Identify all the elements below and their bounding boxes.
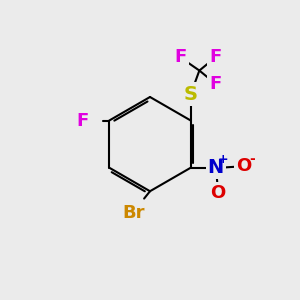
Text: S: S: [184, 85, 198, 104]
Text: Br: Br: [123, 204, 145, 222]
Text: N: N: [208, 158, 224, 177]
Text: +: +: [218, 153, 229, 166]
Text: -: -: [249, 152, 255, 166]
Text: F: F: [76, 112, 89, 130]
Text: F: F: [174, 48, 186, 66]
Text: O: O: [211, 184, 226, 202]
Text: O: O: [236, 157, 251, 175]
Text: F: F: [209, 75, 222, 93]
Text: F: F: [209, 48, 222, 66]
